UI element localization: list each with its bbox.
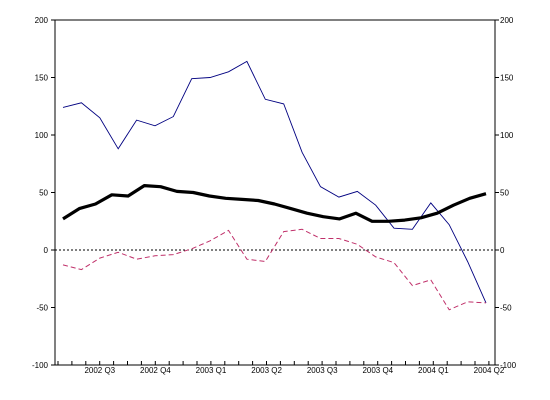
x-tick-label: 2004 Q2 xyxy=(474,366,505,375)
x-tick-label: 2003 Q3 xyxy=(307,366,338,375)
y-tick-label-right: 0 xyxy=(500,246,505,255)
series-group xyxy=(62,60,487,311)
x-tick-label: 2004 Q1 xyxy=(418,366,449,375)
series-line-1 xyxy=(62,60,487,304)
plot-frame xyxy=(54,19,496,366)
y-tick-label-left: 200 xyxy=(35,16,49,25)
x-tick-label: 2002 Q4 xyxy=(140,366,171,375)
y-tick-label-left: 100 xyxy=(35,131,49,140)
y-tick-label-left: -50 xyxy=(36,304,48,313)
y-tick-label-right: 200 xyxy=(500,16,514,25)
x-tick-label: 2002 Q3 xyxy=(84,366,115,375)
y-tick-label-right: -50 xyxy=(500,304,512,313)
x-tick-label: 2003 Q2 xyxy=(251,366,282,375)
y-tick-label-left: 50 xyxy=(39,189,48,198)
y-tick-label-left: 150 xyxy=(35,74,49,83)
y-tick-label-left: -100 xyxy=(32,361,49,370)
x-axis: 2002 Q3 2002 Q4 2003 Q1 2003 Q2 2003 Q3 2003 … xyxy=(57,361,505,375)
series-line-2 xyxy=(62,184,487,223)
y-tick-label-right: -100 xyxy=(500,361,517,370)
y-axis-right: -100 -50 0 50 100 150 200 xyxy=(495,16,517,370)
y-tick-label-left: 0 xyxy=(44,246,49,255)
y-axis-left: -100 -50 0 50 100 150 200 xyxy=(32,16,55,370)
y-tick-label-right: 50 xyxy=(500,189,509,198)
series-line-3 xyxy=(62,228,487,311)
y-tick-label-right: 150 xyxy=(500,74,514,83)
y-tick-label-right: 100 xyxy=(500,131,514,140)
x-tick-label: 2003 Q1 xyxy=(196,366,227,375)
x-tick-label: 2003 Q4 xyxy=(362,366,393,375)
